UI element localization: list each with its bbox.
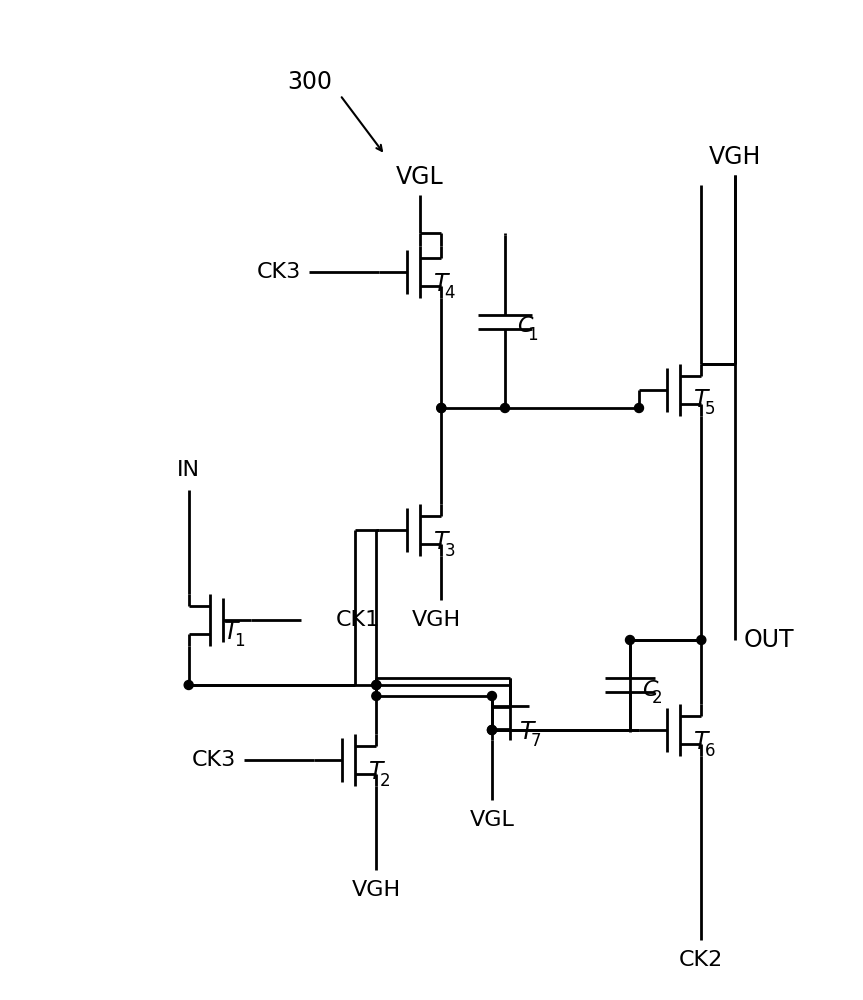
Text: OUT: OUT — [743, 628, 794, 652]
Text: T: T — [369, 760, 383, 784]
Text: 3: 3 — [444, 542, 455, 560]
Text: 5: 5 — [704, 400, 715, 418]
Circle shape — [501, 403, 509, 412]
Circle shape — [372, 692, 381, 700]
Text: VGH: VGH — [709, 145, 761, 169]
Text: 1: 1 — [527, 326, 538, 344]
Circle shape — [184, 680, 193, 690]
Text: VGH: VGH — [412, 610, 461, 630]
Text: 6: 6 — [704, 742, 715, 760]
Text: IN: IN — [177, 460, 200, 480]
Text: CK3: CK3 — [192, 750, 236, 770]
Text: T: T — [224, 620, 238, 644]
Circle shape — [696, 636, 706, 645]
Text: T: T — [434, 530, 449, 554]
Circle shape — [488, 726, 496, 734]
Text: 2: 2 — [380, 772, 390, 790]
Text: 2: 2 — [652, 689, 663, 707]
Text: C: C — [642, 680, 658, 700]
Text: T: T — [694, 388, 709, 412]
Text: VGL: VGL — [469, 810, 514, 830]
Text: VGL: VGL — [396, 165, 444, 189]
Circle shape — [634, 403, 644, 412]
Text: T: T — [694, 730, 709, 754]
Text: T: T — [520, 720, 534, 744]
Text: CK3: CK3 — [257, 262, 301, 282]
Text: CK1: CK1 — [336, 610, 381, 630]
Circle shape — [372, 680, 381, 690]
Text: C: C — [517, 316, 532, 336]
Circle shape — [626, 636, 634, 645]
Text: 4: 4 — [444, 284, 455, 302]
Circle shape — [488, 692, 496, 700]
Text: CK2: CK2 — [679, 950, 723, 970]
Text: VGH: VGH — [352, 880, 401, 900]
Circle shape — [437, 403, 446, 412]
Text: T: T — [434, 272, 449, 296]
Circle shape — [372, 680, 381, 690]
Text: 7: 7 — [531, 732, 541, 750]
Text: 300: 300 — [287, 70, 332, 94]
Text: 1: 1 — [235, 632, 245, 650]
Circle shape — [488, 726, 496, 734]
Circle shape — [437, 403, 446, 412]
